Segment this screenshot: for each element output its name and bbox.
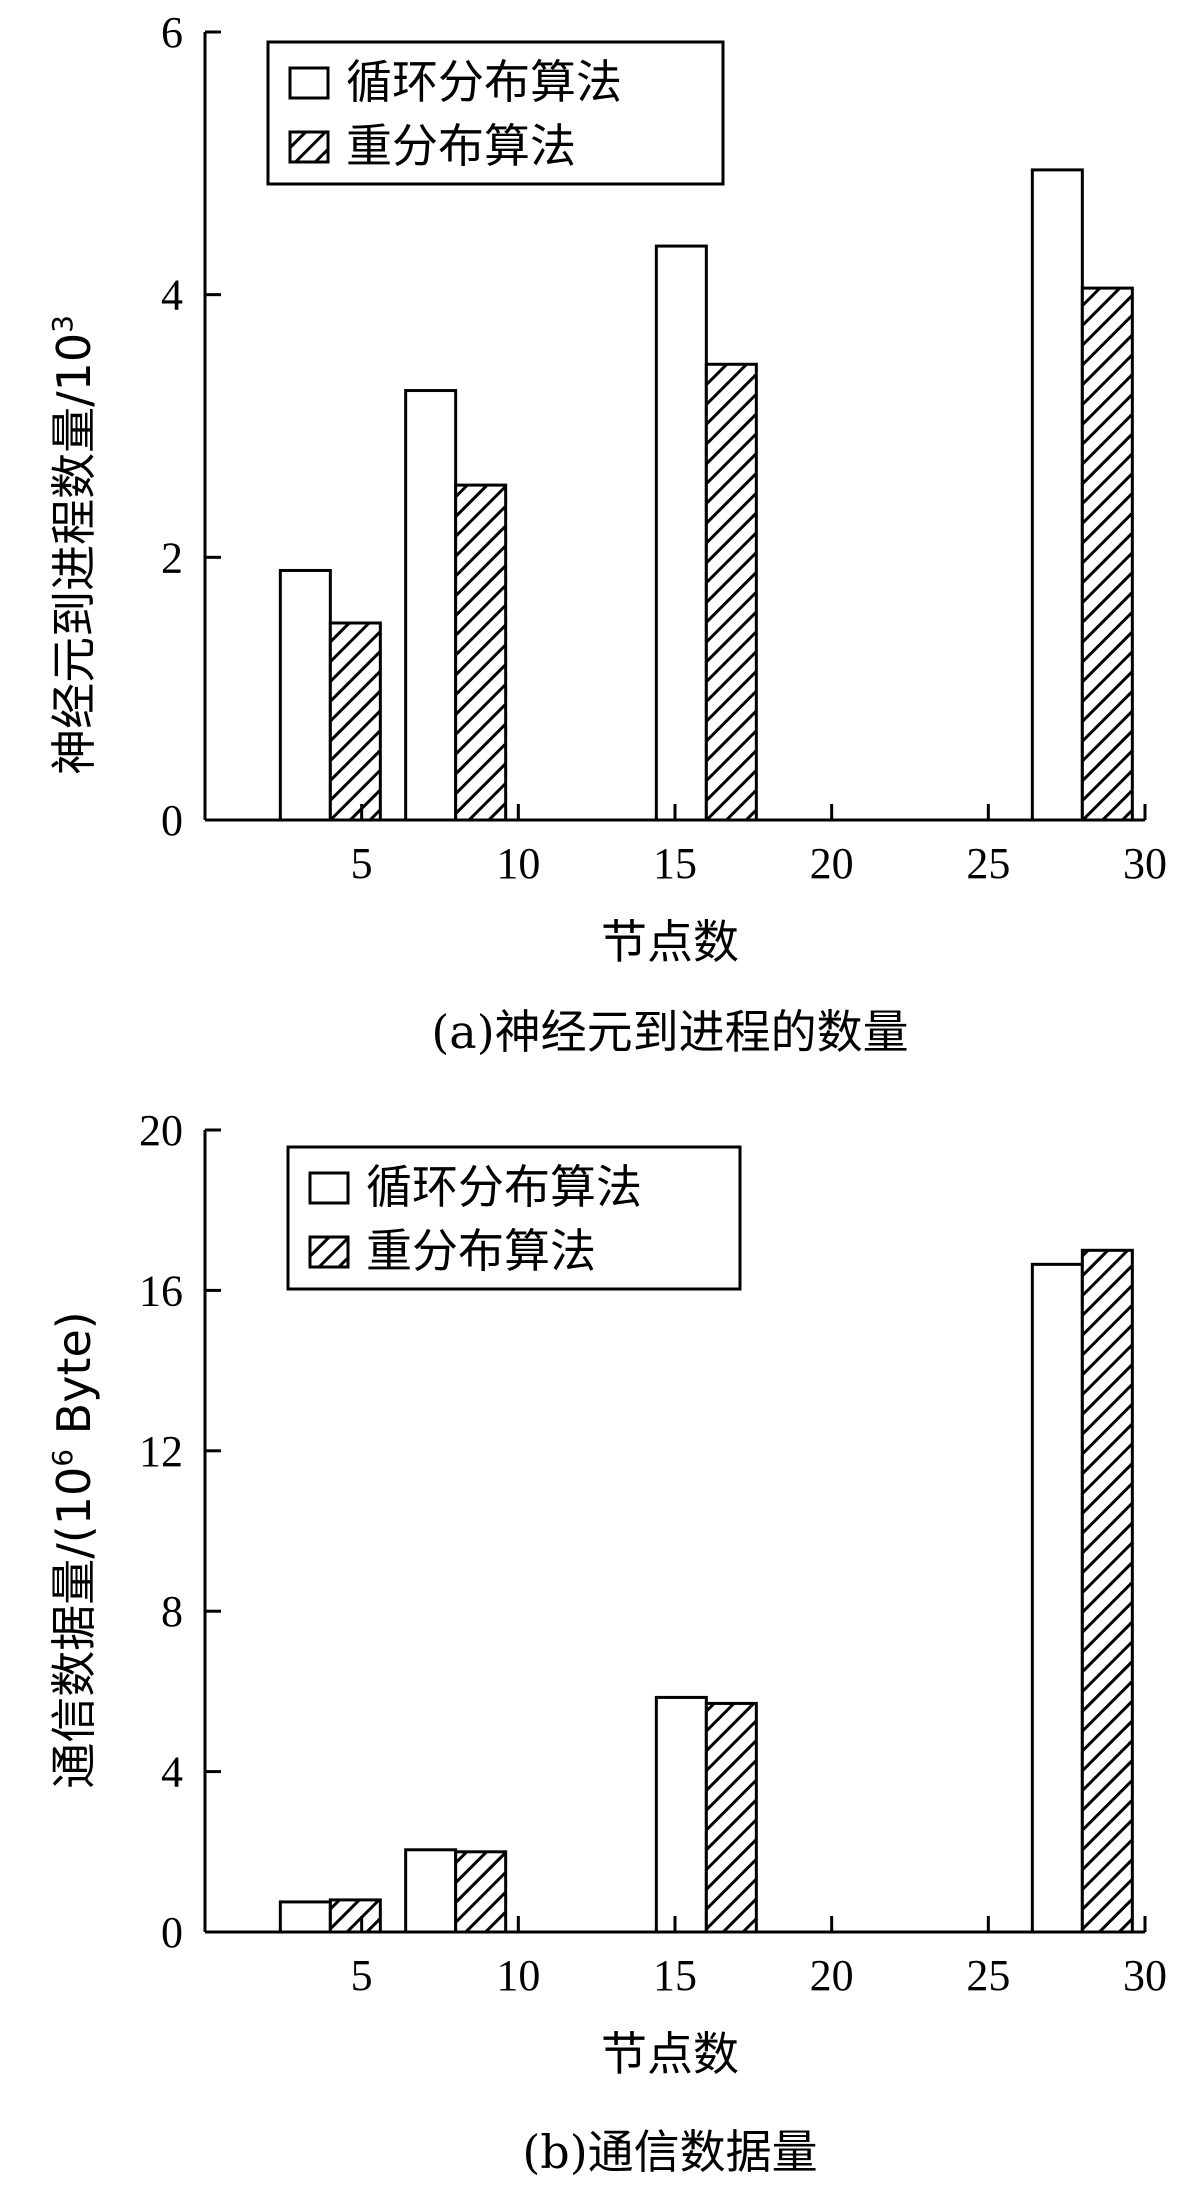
chart-a-bar-redistribution-8: [454, 483, 508, 822]
chart-b-bar-redistribution-16: [704, 1701, 758, 1934]
chart-b-y-axis-label-main: 通信数据量/(10: [47, 1467, 101, 1789]
chart-b-y-tick-label-20: 20: [139, 1106, 183, 1155]
chart-b-legend-label-cyclic: 循环分布算法: [366, 1160, 642, 1214]
chart-b-legend-swatch-redistribution: [308, 1235, 350, 1269]
chart-b-y-tick-label-16: 16: [139, 1266, 183, 1315]
chart-a-legend-label-cyclic: 循环分布算法: [346, 55, 622, 109]
chart-a-x-axis-label: 节点数: [601, 915, 739, 969]
chart-a-bar-cyclic-28: [1030, 168, 1084, 822]
chart-b-y-tick-label-12: 12: [139, 1427, 183, 1476]
chart-b-x-tick-label-20: 20: [810, 1951, 854, 2000]
chart-a-y-tick-label-2: 2: [161, 533, 183, 582]
chart-b-bar-cyclic-28: [1030, 1262, 1084, 1934]
chart-a-y-axis-label-main: 神经元到进程数量/10: [47, 333, 101, 775]
chart-a-x-tick-label-10: 10: [496, 839, 540, 888]
chart-b-y-axis-label: 通信数据量/(106 Byte): [46, 1311, 101, 1789]
chart-b-y-axis-label-tail: Byte): [47, 1311, 101, 1449]
chart-a-bar-cyclic-16: [654, 244, 708, 822]
chart-b-x-tick-label-10: 10: [496, 1951, 540, 2000]
chart-a-x-tick-label-20: 20: [810, 839, 854, 888]
chart-a-y-axis-label-exp: 3: [46, 315, 79, 333]
chart-b-bar-cyclic-8: [404, 1848, 458, 1934]
chart-b-y-tick-label-4: 4: [161, 1748, 183, 1797]
chart-b-legend-swatch-cyclic: [308, 1171, 350, 1205]
chart-a-legend-swatch-cyclic: [288, 66, 330, 100]
chart-b-bar-cyclic-16: [654, 1695, 708, 1934]
chart-b-x-tick-label-30: 30: [1123, 1951, 1167, 2000]
chart-b-bar-redistribution-8: [454, 1850, 508, 1934]
chart-a-bar-redistribution-4: [328, 621, 382, 822]
chart-b-x-tick-label-25: 25: [966, 1951, 1010, 2000]
chart-a-bar-redistribution-16: [704, 362, 758, 822]
chart-b-legend-frame: [286, 1145, 742, 1291]
chart-a-x-tick-label-25: 25: [966, 839, 1010, 888]
chart-b-bar-redistribution-4: [328, 1898, 382, 1934]
chart-b-legend-label-redistribution: 重分布算法: [366, 1224, 596, 1278]
chart-a-caption: (a)神经元到进程的数量: [431, 1005, 908, 1059]
chart-a-y-tick-label-0: 0: [161, 796, 183, 845]
chart-a-x-tick-label-30: 30: [1123, 839, 1167, 888]
chart-b-bar-redistribution-28: [1080, 1248, 1134, 1934]
chart-a-bar-redistribution-28: [1080, 286, 1134, 822]
chart-b-caption: (b)通信数据量: [522, 2125, 817, 2179]
chart-a-y-axis-label: 神经元到进程数量/103: [46, 315, 101, 775]
chart-a-x-tick-label-5: 5: [351, 839, 373, 888]
chart-b-y-tick-label-8: 8: [161, 1587, 183, 1636]
chart-a-legend-frame: [266, 40, 725, 186]
chart-a-bar-cyclic-8: [404, 389, 458, 822]
chart-b-x-axis-label: 节点数: [601, 2027, 739, 2081]
chart-a-y-tick-label-4: 4: [161, 271, 183, 320]
chart-a-legend-swatch-redistribution: [288, 130, 330, 164]
chart-a-bar-cyclic-4: [278, 568, 332, 822]
chart-a-y-tick-label-6: 6: [161, 8, 183, 57]
chart-a-legend-label-redistribution: 重分布算法: [346, 119, 576, 173]
chart-b-x-tick-label-15: 15: [653, 1951, 697, 2000]
chart-b-x-tick-label-5: 5: [351, 1951, 373, 2000]
chart-b-bar-cyclic-4: [278, 1900, 332, 1934]
chart-b-y-axis-label-exp: 6: [46, 1449, 79, 1467]
chart-a-x-tick-label-15: 15: [653, 839, 697, 888]
chart-b-y-tick-label-0: 0: [161, 1908, 183, 1957]
